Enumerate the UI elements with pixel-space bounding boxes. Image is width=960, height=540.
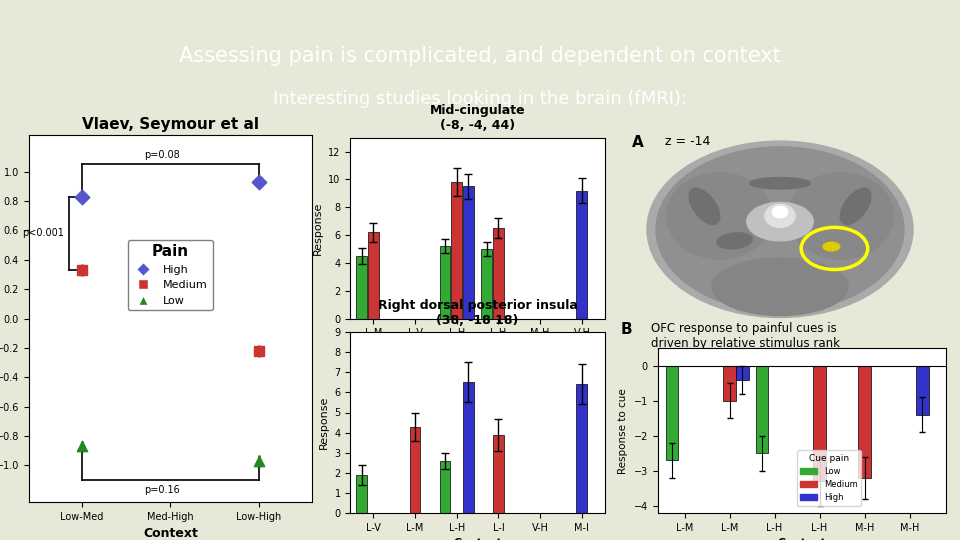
Bar xyxy=(493,228,504,319)
Bar xyxy=(451,182,462,319)
Text: z = -14: z = -14 xyxy=(665,136,710,148)
Bar xyxy=(858,366,871,478)
Bar xyxy=(736,366,749,380)
Bar xyxy=(916,366,928,415)
Ellipse shape xyxy=(773,206,787,218)
Ellipse shape xyxy=(765,204,795,227)
Bar xyxy=(410,427,420,513)
Text: B: B xyxy=(621,322,633,336)
Text: A: A xyxy=(632,136,643,150)
Legend: Low, Medium, High: Low, Medium, High xyxy=(797,450,861,505)
Bar xyxy=(481,249,492,319)
Bar xyxy=(576,384,588,513)
Bar xyxy=(576,191,588,319)
X-axis label: Context: Context xyxy=(453,538,502,540)
Point xyxy=(74,266,89,274)
X-axis label: Context: Context xyxy=(778,538,826,540)
Point xyxy=(252,347,267,355)
Y-axis label: Response: Response xyxy=(319,396,329,449)
Bar xyxy=(356,256,367,319)
X-axis label: Context: Context xyxy=(453,344,502,354)
Bar xyxy=(463,186,474,319)
Text: Assessing pain is complicated, and dependent on context: Assessing pain is complicated, and depen… xyxy=(180,46,780,66)
Ellipse shape xyxy=(787,173,894,259)
Ellipse shape xyxy=(712,258,848,315)
Title: Right dorsal posterior insula
(38, -18 18): Right dorsal posterior insula (38, -18 1… xyxy=(377,299,578,327)
Point xyxy=(252,457,267,465)
Ellipse shape xyxy=(747,202,813,241)
Ellipse shape xyxy=(666,173,773,259)
Ellipse shape xyxy=(823,242,840,251)
Ellipse shape xyxy=(750,178,810,189)
Text: OFC response to painful cues is
driven by relative stimulus rank: OFC response to painful cues is driven b… xyxy=(651,322,840,349)
Bar xyxy=(440,246,450,319)
Text: p=0.08: p=0.08 xyxy=(144,150,180,160)
Title: Vlaev, Seymour et al: Vlaev, Seymour et al xyxy=(82,117,259,132)
Legend: High, Medium, Low: High, Medium, Low xyxy=(128,240,212,310)
Bar xyxy=(356,475,367,513)
Bar xyxy=(368,232,379,319)
Ellipse shape xyxy=(840,188,871,225)
Bar xyxy=(665,366,679,461)
Ellipse shape xyxy=(656,147,904,312)
Text: p<0.001: p<0.001 xyxy=(22,228,64,238)
Text: Interesting studies looking in the brain (fMRI):: Interesting studies looking in the brain… xyxy=(273,90,687,109)
Point xyxy=(252,178,267,186)
Bar xyxy=(493,435,504,513)
Point xyxy=(74,192,89,201)
Y-axis label: Response to cue: Response to cue xyxy=(618,388,628,474)
Ellipse shape xyxy=(647,141,913,318)
Y-axis label: Response: Response xyxy=(313,201,323,255)
Point xyxy=(74,442,89,451)
Ellipse shape xyxy=(689,188,720,225)
Ellipse shape xyxy=(717,233,753,249)
Text: p=0.16: p=0.16 xyxy=(144,484,180,495)
Bar xyxy=(463,382,474,513)
Bar xyxy=(440,461,450,513)
Bar xyxy=(756,366,768,454)
X-axis label: Context: Context xyxy=(143,528,198,540)
Title: Mid-cingulate
(-8, -4, 44): Mid-cingulate (-8, -4, 44) xyxy=(430,104,525,132)
Bar xyxy=(813,366,826,482)
Bar xyxy=(723,366,736,401)
